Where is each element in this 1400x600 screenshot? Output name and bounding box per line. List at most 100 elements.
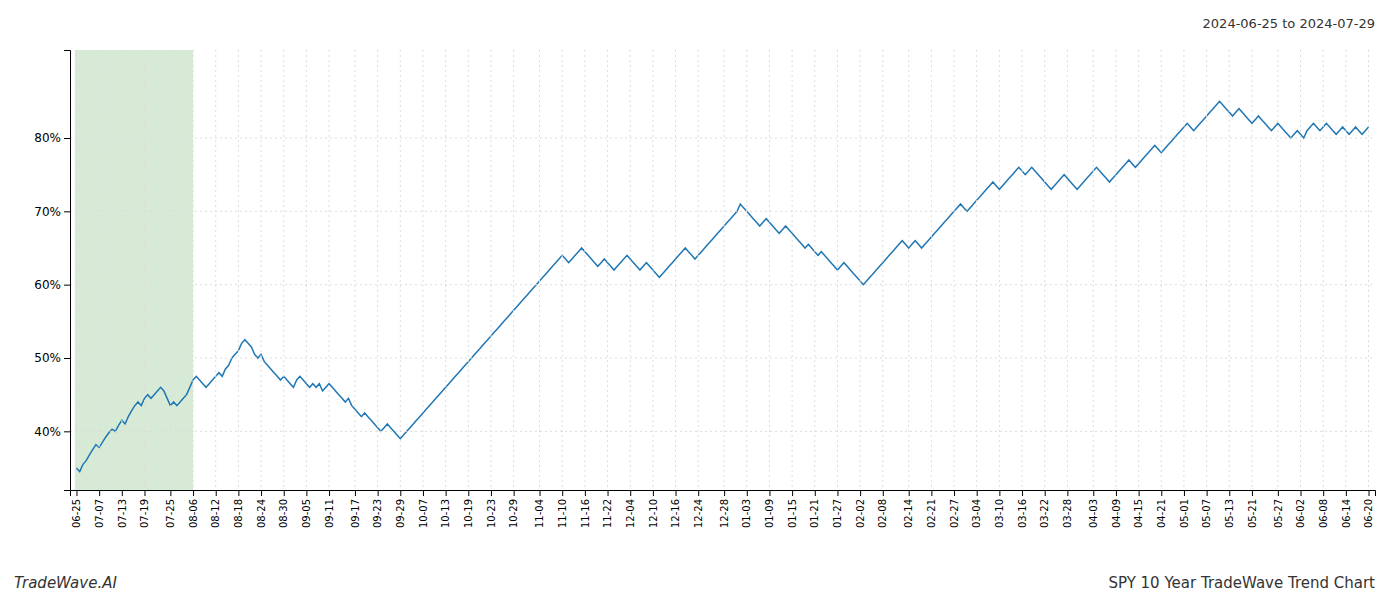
x-tick-mark (977, 490, 978, 496)
x-tick-mark (1045, 490, 1046, 496)
x-tick: 03-04 (971, 490, 982, 528)
subtitle: SPY 10 Year TradeWave Trend Chart (1108, 574, 1375, 592)
x-tick-label: 11-16 (580, 499, 591, 528)
x-tick: 09-17 (350, 490, 361, 528)
y-tick: 80% (34, 131, 70, 145)
grid-line-x (1161, 50, 1162, 490)
x-tick-mark (306, 490, 307, 496)
x-tick-mark (1229, 490, 1230, 496)
x-tick-label: 06-14 (1341, 499, 1352, 528)
x-tick-label: 07-25 (165, 499, 176, 528)
x-tick-mark (562, 490, 563, 496)
x-tick-label: 01-09 (764, 499, 775, 528)
grid-line-x (931, 50, 932, 490)
grid-line-x (468, 50, 469, 490)
x-tick-mark (676, 490, 677, 496)
x-tick: 08-30 (278, 490, 289, 528)
x-tick: 07-19 (139, 490, 150, 528)
x-tick: 03-10 (994, 490, 1005, 528)
x-tick: 02-14 (903, 490, 914, 528)
x-tick: 08-06 (188, 490, 199, 528)
x-tick-mark (837, 490, 838, 496)
grid-line-x (607, 50, 608, 490)
x-tick: 06-20 (1363, 490, 1374, 528)
x-tick-label: 06-25 (71, 499, 82, 528)
x-tick-mark (653, 490, 654, 496)
x-tick: 04-03 (1088, 490, 1099, 528)
x-tick-mark (355, 490, 356, 496)
x-tick: 11-04 (534, 490, 545, 528)
y-tick-mark (64, 285, 70, 286)
y-tick: 40% (34, 425, 70, 439)
x-tick-mark (99, 490, 100, 496)
x-tick-label: 08-24 (256, 499, 267, 528)
x-tick-label: 10-23 (486, 499, 497, 528)
x-tick-mark (630, 490, 631, 496)
x-tick-label: 04-21 (1156, 499, 1167, 528)
grid-line-x (882, 50, 883, 490)
x-tick-mark (1278, 490, 1279, 496)
grid-line-x (1044, 50, 1045, 490)
grid-line-x (584, 50, 585, 490)
title: 2024-06-25 to 2024-07-29 (1203, 16, 1375, 31)
x-tick-mark (1116, 490, 1117, 496)
grid-line-x (513, 50, 514, 490)
x-tick: 12-24 (693, 490, 704, 528)
grid-line-x (814, 50, 815, 490)
grid-line-x (652, 50, 653, 490)
x-tick-label: 01-03 (741, 499, 752, 528)
x-tick-label: 09-29 (395, 499, 406, 528)
x-tick-mark (1346, 490, 1347, 496)
grid-line-x (144, 50, 145, 490)
x-tick: 06-02 (1295, 490, 1306, 528)
x-tick-mark (468, 490, 469, 496)
x-axis-line (71, 491, 1376, 497)
x-tick: 03-16 (1017, 490, 1028, 528)
x-tick-mark (747, 490, 748, 496)
x-tick-label: 12-28 (719, 499, 730, 528)
x-tick-label: 09-05 (301, 499, 312, 528)
x-tick-mark (76, 490, 77, 496)
x-tick: 05-13 (1224, 490, 1235, 528)
grid-line-y (70, 358, 1375, 359)
x-tick-label: 03-04 (971, 499, 982, 528)
x-tick-label: 02-27 (949, 499, 960, 528)
x-tick-label: 01-21 (809, 499, 820, 528)
y-axis: 40%50%60%70%80% (34, 51, 70, 491)
x-tick-label: 10-19 (463, 499, 474, 528)
x-tick-label: 02-02 (855, 499, 866, 528)
x-tick-mark (1139, 490, 1140, 496)
x-tick-mark (170, 490, 171, 496)
x-tick-mark (261, 490, 262, 496)
x-tick: 09-23 (372, 490, 383, 528)
x-tick-mark (608, 490, 609, 496)
y-tick-mark (64, 431, 70, 432)
x-tick-mark (724, 490, 725, 496)
grid-line-x (860, 50, 861, 490)
x-tick: 05-01 (1179, 490, 1190, 528)
x-tick-mark (883, 490, 884, 496)
x-tick-label: 03-28 (1062, 499, 1073, 528)
x-tick: 10-23 (486, 490, 497, 528)
x-tick-label: 02-08 (877, 499, 888, 528)
chart-svg: 06-2507-0707-1307-1907-2508-0608-1208-18… (0, 0, 1400, 600)
grid-line-x (769, 50, 770, 490)
grid-line-x (354, 50, 355, 490)
x-tick-label: 06-02 (1295, 499, 1306, 528)
x-tick-label: 06-08 (1318, 499, 1329, 528)
x-tick-mark (144, 490, 145, 496)
x-tick: 08-18 (233, 490, 244, 528)
grid-line-x (837, 50, 838, 490)
grid-line-x (1067, 50, 1068, 490)
x-tick-mark (1184, 490, 1185, 496)
grid-line-x (329, 50, 330, 490)
x-tick: 10-13 (440, 490, 451, 528)
x-tick-label: 10-07 (418, 499, 429, 528)
x-tick: 12-28 (719, 490, 730, 528)
x-tick-label: 01-27 (832, 499, 843, 528)
grid-line-x (746, 50, 747, 490)
x-tick: 11-10 (557, 490, 568, 528)
x-tick: 11-22 (602, 490, 613, 528)
x-tick: 02-08 (877, 490, 888, 528)
grid-line-x (1368, 50, 1369, 490)
